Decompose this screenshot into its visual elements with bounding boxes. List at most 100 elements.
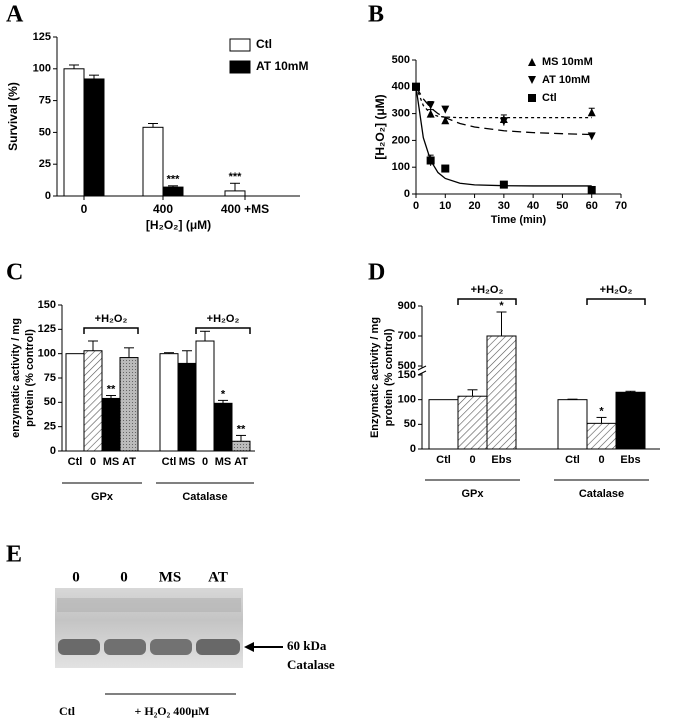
bar [65, 353, 85, 452]
x-tick-label: 50 [556, 200, 568, 212]
y-axis-label: Enzymatic activity / mg [369, 317, 381, 438]
y-tick-label: 500 [392, 54, 410, 66]
y-tick-label: 100 [38, 348, 56, 360]
y-tick-label: 75 [44, 372, 56, 384]
x-tick-label: MS [179, 456, 196, 468]
data-point [587, 132, 596, 141]
bar [457, 395, 488, 450]
x-tick-label: 0 [413, 200, 419, 212]
significance: * [221, 388, 226, 400]
bar [195, 340, 215, 452]
data-point [426, 109, 435, 118]
bracket [586, 298, 646, 305]
bar [486, 335, 517, 450]
significance: *** [229, 171, 243, 183]
bracket-label: +H₂O₂ [471, 284, 504, 296]
protein-label: Catalase [287, 657, 335, 672]
data-point [587, 108, 596, 117]
legend-swatch [229, 60, 251, 74]
y-tick-label: 50 [44, 396, 56, 408]
legend-marker [528, 76, 536, 84]
legend-marker [528, 94, 536, 102]
panel-label: E [6, 542, 22, 568]
marker-label: 60 kDa [287, 638, 327, 653]
data-point [426, 156, 435, 165]
x-tick-label: Ctl [436, 454, 451, 466]
x-tick-label: 0 [469, 454, 475, 466]
y-tick-label: 25 [39, 158, 51, 170]
y-tick-label: 100 [392, 161, 410, 173]
blot-smear [57, 598, 241, 612]
y-axis-label: protein (% control) [24, 329, 36, 427]
x-tick-label: MS [103, 456, 120, 468]
x-tick-label: 0 [90, 456, 96, 468]
data-point [441, 164, 450, 173]
data-point [412, 82, 420, 91]
y-tick-label: 150 [398, 369, 416, 381]
data-point [499, 117, 508, 126]
y-tick-label: 50 [39, 126, 51, 138]
legend-label: Ctl [542, 92, 557, 104]
bar [63, 68, 85, 197]
bracket [195, 327, 251, 334]
y-tick-label: 0 [404, 188, 410, 200]
bar [83, 78, 105, 197]
treatment-label: + H₂O₂ 400µM [135, 704, 210, 718]
significance: ** [107, 383, 116, 395]
blot-arrowhead [244, 642, 254, 652]
blot [55, 588, 283, 695]
y-tick-label: 500 [398, 360, 416, 372]
bracket-label: +H₂O₂ [95, 313, 128, 325]
bracket [457, 298, 517, 305]
control-label: Ctl [59, 704, 76, 718]
legend-label: AT 10mM [256, 59, 308, 73]
panel-label: A [6, 2, 24, 28]
bar [224, 190, 246, 197]
y-tick-label: 200 [392, 134, 410, 146]
y-tick-label: 0 [45, 190, 51, 202]
bar [231, 440, 251, 452]
x-tick-label: 400 +MS [221, 202, 269, 216]
lane-label: MS [159, 569, 182, 585]
y-tick-label: 125 [38, 323, 56, 335]
bracket-label: +H₂O₂ [600, 284, 633, 296]
y-tick-label: 75 [39, 95, 51, 107]
legend-marker [528, 58, 536, 66]
significance: ** [237, 423, 246, 435]
y-tick-label: 100 [33, 63, 51, 75]
data-point [499, 180, 508, 189]
panel-label: C [6, 260, 23, 286]
x-axis-label: Time (min) [491, 214, 547, 226]
x-tick-label: MS [215, 456, 232, 468]
blot-band [150, 639, 192, 655]
x-tick-label: AT [234, 456, 248, 468]
blot-band [196, 639, 240, 655]
x-tick-label: 30 [498, 200, 510, 212]
group-label: Catalase [182, 491, 227, 503]
y-tick-label: 150 [38, 299, 56, 311]
data-point [441, 105, 450, 114]
axis-break [417, 370, 427, 376]
fit-line [415, 86, 592, 136]
y-tick-label: 900 [398, 300, 416, 312]
y-tick-label: 125 [33, 31, 51, 43]
data-point [587, 185, 596, 194]
x-tick-label: 40 [527, 200, 539, 212]
blot-band [58, 639, 100, 655]
x-tick-label: 10 [439, 200, 451, 212]
group-label: GPx [461, 488, 484, 500]
legend-label: MS 10mM [542, 56, 593, 68]
legend-label: Ctl [256, 37, 272, 51]
x-tick-label: AT [122, 456, 136, 468]
bar [213, 402, 233, 452]
bar [177, 362, 197, 452]
bracket [83, 327, 139, 334]
significance: * [599, 405, 604, 417]
bar [615, 391, 646, 450]
y-tick-label: 700 [398, 330, 416, 342]
blot-band [104, 639, 146, 655]
x-tick-label: 20 [468, 200, 480, 212]
group-label: GPx [91, 491, 114, 503]
x-tick-label: 400 [153, 202, 173, 216]
